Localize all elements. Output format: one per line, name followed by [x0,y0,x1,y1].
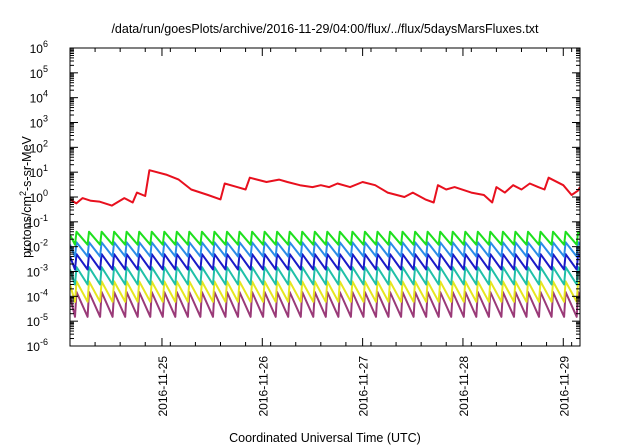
x-tick-label: 2016-11-27 [357,356,371,417]
x-tick-label: 2016-11-28 [457,356,471,417]
y-tick-base: 10 [30,67,44,81]
y-axis: 10-610-510-410-310-210-11001011021031041… [27,39,580,354]
y-tick-exponent: -5 [40,312,48,322]
y-tick-exponent: -3 [40,263,48,273]
x-tick-label: 2016-11-29 [557,356,571,417]
series-line-0 [70,169,580,207]
y-tick-label: 100 [30,188,48,205]
y-tick-base: 10 [27,216,41,230]
y-tick-label: 103 [30,114,48,131]
x-tick-label: 2016-11-26 [256,356,270,417]
series-line-4 [70,266,580,286]
y-tick-base: 10 [30,117,44,131]
y-tick-exponent: -4 [40,287,48,297]
y-tick-label: 105 [30,64,48,81]
y-tick-base: 10 [27,340,41,354]
series-line-2 [70,241,580,258]
y-tick-label: 10-2 [27,238,48,255]
y-tick-label: 106 [30,39,48,56]
y-tick-exponent: -6 [40,337,48,347]
y-tick-exponent: 2 [43,138,48,148]
series-line-3 [70,253,580,271]
chart-title: /data/run/goesPlots/archive/2016-11-29/0… [111,22,539,36]
y-tick-label: 10-6 [27,337,48,354]
y-tick-label: 10-4 [27,287,48,304]
x-axis-label: Coordinated Universal Time (UTC) [229,431,421,445]
y-axis-label-prefix: protons/cm [20,196,34,258]
y-tick-label: 10-5 [27,312,48,329]
y-tick-exponent: 3 [43,114,48,124]
y-tick-label: 10-3 [27,263,48,280]
y-tick-base: 10 [30,166,44,180]
y-axis-label-sup: 2 [18,191,28,196]
y-tick-exponent: 5 [43,64,48,74]
y-tick-base: 10 [30,92,44,106]
y-tick-exponent: 6 [43,39,48,49]
y-axis-label-suffix: -s-sr-MeV [20,135,34,191]
series-layer [70,169,580,318]
y-tick-base: 10 [30,42,44,56]
y-tick-exponent: 4 [43,89,48,99]
y-tick-base: 10 [30,141,44,155]
y-tick-exponent: -2 [40,238,48,248]
y-tick-base: 10 [27,241,41,255]
y-tick-base: 10 [27,290,41,304]
x-axis: 2016-11-25 2016-11-26 2016-11-27 2016-11-28… [94,48,573,417]
y-tick-label: 102 [30,138,48,155]
y-tick-exponent: 1 [43,163,48,173]
y-tick-base: 10 [27,266,41,280]
y-tick-label: 10-1 [27,213,48,230]
y-tick-exponent: 0 [43,188,48,198]
series-line-5 [70,280,580,303]
y-tick-exponent: -1 [40,213,48,223]
y-tick-base: 10 [27,315,41,329]
y-tick-base: 10 [30,191,44,205]
y-axis-label: protons/cm2-s-sr-MeV [18,135,34,257]
x-tick-label: 2016-11-25 [156,356,170,417]
y-tick-label: 104 [30,89,48,106]
series-line-1 [70,230,580,246]
y-tick-label: 101 [30,163,48,180]
